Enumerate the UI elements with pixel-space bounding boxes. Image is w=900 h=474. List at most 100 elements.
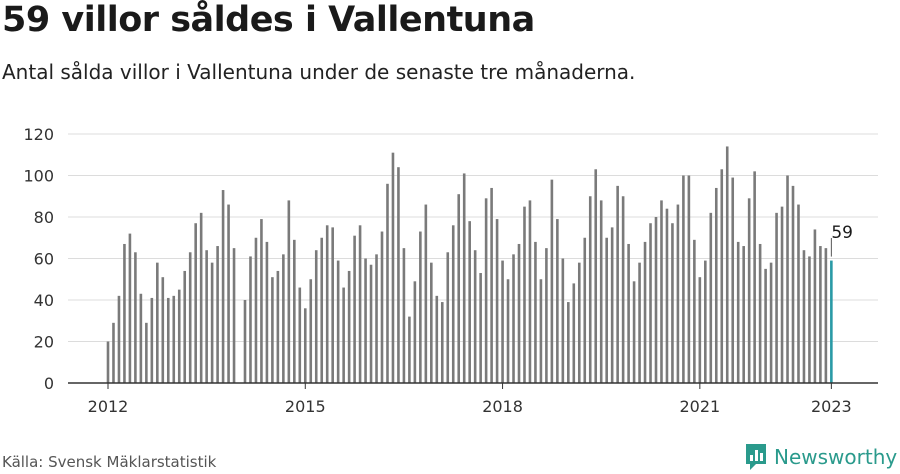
bar <box>435 295 439 383</box>
bar <box>375 254 378 383</box>
bar <box>709 212 713 383</box>
bar <box>693 239 696 383</box>
bar <box>314 250 318 383</box>
bar <box>161 277 165 383</box>
bar <box>446 252 450 383</box>
bar <box>188 252 192 383</box>
bar <box>621 196 625 383</box>
bar <box>134 252 137 383</box>
bar <box>731 177 735 383</box>
chart-subtitle: Antal sålda villor i Vallentuna under de… <box>2 60 636 84</box>
bar <box>451 225 455 383</box>
bar <box>227 204 230 383</box>
data-labels: 59 <box>830 223 853 257</box>
bar <box>265 241 269 383</box>
bar <box>720 169 724 383</box>
x-tick-label: 2021 <box>679 397 720 416</box>
bar <box>156 262 159 383</box>
y-tick-label: 100 <box>23 167 54 186</box>
bar <box>210 262 214 383</box>
bar <box>506 279 510 383</box>
bar <box>819 246 822 383</box>
bar <box>205 250 208 383</box>
bar <box>758 243 762 383</box>
bar <box>172 295 176 383</box>
bars <box>106 146 833 384</box>
brand-logo[interactable]: Newsworthy <box>744 442 897 472</box>
x-tick-label: 2012 <box>88 397 129 416</box>
bar <box>610 227 614 384</box>
bar <box>298 287 302 383</box>
bar <box>199 212 203 383</box>
bar <box>676 204 680 383</box>
bar <box>638 262 641 383</box>
bar <box>594 169 598 383</box>
y-axis-ticks: 0 20 40 60 80 100 120 <box>23 125 54 393</box>
bar <box>747 198 751 383</box>
bar <box>808 256 811 383</box>
bar <box>539 279 543 383</box>
bar <box>232 248 236 384</box>
bar <box>495 219 499 383</box>
bar <box>320 237 324 383</box>
bar <box>797 204 800 383</box>
bar <box>561 258 565 383</box>
bar <box>457 194 461 383</box>
bar <box>293 239 296 383</box>
y-tick-label: 20 <box>34 333 54 352</box>
bar <box>369 264 373 383</box>
bar <box>780 206 784 384</box>
bar <box>632 281 636 383</box>
bar <box>271 277 274 383</box>
bar <box>649 223 652 383</box>
bar <box>736 241 740 383</box>
bar <box>698 277 702 383</box>
newsworthy-logo-icon <box>746 444 766 470</box>
bar <box>303 308 307 383</box>
bar <box>517 243 521 383</box>
bar <box>567 302 570 383</box>
bar <box>605 237 608 383</box>
bar <box>364 258 367 383</box>
bar-highlight <box>830 260 833 383</box>
bar <box>687 175 691 383</box>
bar <box>501 260 504 383</box>
bar <box>588 196 592 383</box>
bar <box>150 297 154 383</box>
bar <box>309 279 313 383</box>
bar <box>260 219 263 383</box>
bar <box>112 322 115 383</box>
bar <box>813 229 817 383</box>
bar <box>358 225 362 383</box>
bar <box>331 227 334 384</box>
bar <box>654 217 658 383</box>
y-tick-label: 0 <box>44 374 54 393</box>
bar <box>380 231 384 383</box>
bar <box>665 208 669 383</box>
bar <box>430 262 433 383</box>
bar <box>534 241 537 383</box>
bar <box>479 273 482 383</box>
source-note: Källa: Svensk Mäklarstatistik <box>2 453 217 471</box>
bar <box>764 268 767 384</box>
bar <box>473 250 477 383</box>
bar <box>166 297 170 383</box>
bar <box>512 254 515 383</box>
bar <box>402 248 406 384</box>
bar <box>342 287 345 383</box>
bar <box>254 237 258 383</box>
y-tick-label: 80 <box>34 208 54 227</box>
bar <box>802 250 806 383</box>
bar <box>572 283 576 383</box>
bar <box>282 254 285 383</box>
bar <box>599 200 603 383</box>
bar <box>556 219 559 383</box>
bar <box>243 300 247 383</box>
bar <box>276 270 280 383</box>
bar <box>583 237 587 383</box>
bar <box>753 171 756 383</box>
bar <box>523 206 526 384</box>
bar <box>117 295 121 383</box>
bar <box>145 322 148 383</box>
